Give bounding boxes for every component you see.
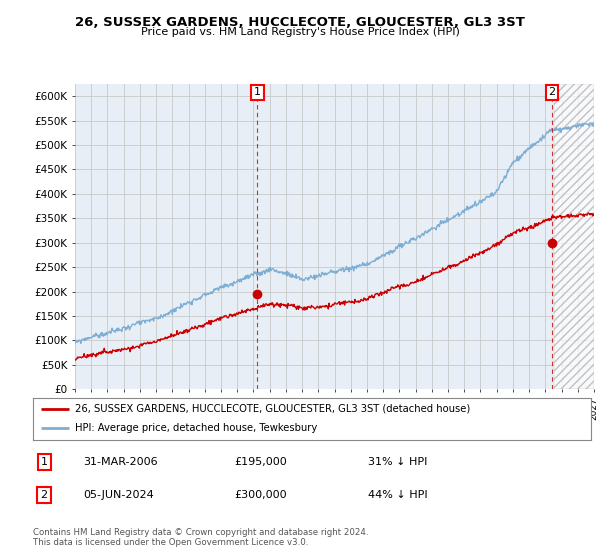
Text: 31-MAR-2006: 31-MAR-2006	[83, 457, 158, 466]
Text: £195,000: £195,000	[234, 457, 287, 466]
Text: 2: 2	[41, 491, 48, 500]
Text: 44% ↓ HPI: 44% ↓ HPI	[368, 491, 427, 500]
Text: 26, SUSSEX GARDENS, HUCCLECOTE, GLOUCESTER, GL3 3ST: 26, SUSSEX GARDENS, HUCCLECOTE, GLOUCEST…	[75, 16, 525, 29]
Text: 05-JUN-2024: 05-JUN-2024	[83, 491, 154, 500]
Text: 2: 2	[548, 87, 556, 97]
Text: 26, SUSSEX GARDENS, HUCCLECOTE, GLOUCESTER, GL3 3ST (detached house): 26, SUSSEX GARDENS, HUCCLECOTE, GLOUCEST…	[75, 404, 470, 414]
Text: Contains HM Land Registry data © Crown copyright and database right 2024.
This d: Contains HM Land Registry data © Crown c…	[33, 528, 368, 547]
Text: 31% ↓ HPI: 31% ↓ HPI	[368, 457, 427, 466]
Text: £300,000: £300,000	[234, 491, 287, 500]
Text: Price paid vs. HM Land Registry's House Price Index (HPI): Price paid vs. HM Land Registry's House …	[140, 27, 460, 37]
Text: 1: 1	[41, 457, 47, 466]
Text: 1: 1	[254, 87, 261, 97]
Text: HPI: Average price, detached house, Tewkesbury: HPI: Average price, detached house, Tewk…	[75, 423, 317, 433]
